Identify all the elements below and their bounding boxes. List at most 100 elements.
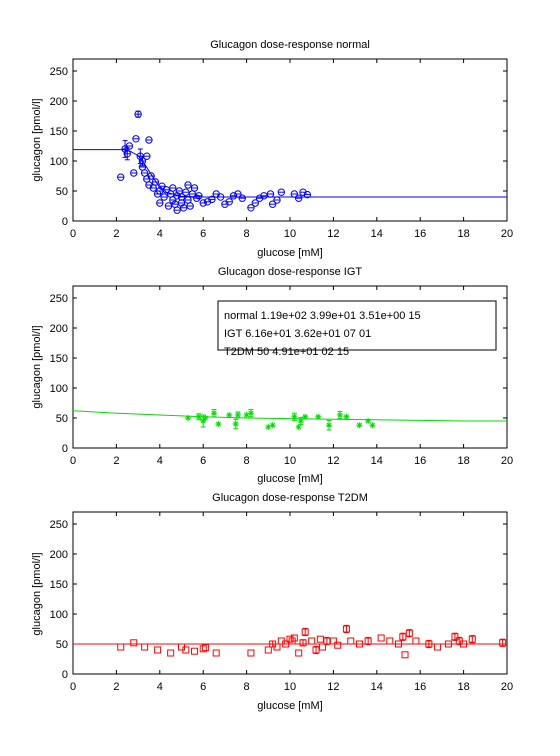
data-point (386, 637, 394, 645)
data-point (132, 135, 140, 143)
data-point (182, 188, 190, 196)
data-point (190, 184, 199, 192)
x-tick-label: 12 (327, 681, 339, 693)
data-point (134, 110, 142, 118)
data-point (260, 192, 268, 200)
data-point (364, 637, 372, 645)
data-point (185, 415, 192, 421)
x-tick-label: 12 (327, 228, 339, 240)
x-tick-label: 6 (200, 681, 206, 693)
data-point (199, 199, 207, 207)
x-tick-label: 16 (414, 228, 426, 240)
axes-frame (72, 511, 508, 675)
data-point (329, 637, 337, 645)
data-point (173, 206, 181, 214)
x-tick-label: 20 (501, 228, 513, 240)
data-point (247, 410, 254, 417)
data-point (169, 196, 177, 204)
data-point (312, 646, 320, 654)
data-point (355, 640, 363, 648)
x-tick-label: 0 (70, 681, 76, 693)
x-tick-label: 16 (414, 681, 426, 693)
x-axis-label: glucose [mM] (257, 700, 322, 712)
data-point (191, 647, 199, 655)
x-tick-label: 8 (244, 681, 250, 693)
y-tick-label: 250 (50, 66, 68, 78)
data-point (184, 181, 192, 189)
data-point (208, 195, 216, 204)
x-tick-label: 20 (501, 455, 513, 467)
data-point (179, 204, 188, 212)
data-point (303, 190, 312, 199)
data-point (277, 188, 286, 196)
x-tick-label: 18 (457, 455, 469, 467)
data-point (395, 640, 402, 648)
x-tick-label: 8 (244, 455, 250, 467)
x-tick-label: 10 (284, 681, 296, 693)
data-point (130, 639, 138, 647)
data-point (247, 649, 255, 657)
x-tick-label: 14 (371, 681, 383, 693)
data-point (294, 194, 303, 202)
data-point (154, 646, 162, 654)
data-point (200, 418, 207, 424)
data-point (215, 421, 222, 427)
x-tick-label: 16 (414, 455, 426, 467)
x-tick-label: 2 (113, 681, 119, 693)
legend-line-normal: normal 1.19e+02 3.99e+01 3.51e+00 15 (224, 310, 421, 322)
data-point (117, 643, 125, 651)
data-point (499, 639, 507, 647)
x-tick-label: 4 (157, 228, 163, 240)
data-point (255, 194, 264, 202)
fit-line (72, 410, 507, 422)
data-point (123, 150, 131, 158)
data-point (117, 173, 125, 181)
y-axis-label: glucagon [pmol/l] (31, 98, 43, 181)
data-point (319, 643, 327, 651)
data-point (167, 649, 175, 657)
data-point (268, 200, 277, 208)
data-point (336, 412, 343, 418)
data-point (282, 640, 290, 648)
data-point (151, 178, 160, 186)
data-point (377, 634, 385, 642)
data-point (308, 637, 316, 645)
legend-box: normal 1.19e+02 3.99e+01 3.51e+00 15 IGT… (217, 300, 497, 358)
data-point (451, 633, 459, 641)
data-point (266, 190, 275, 198)
data-point (301, 628, 309, 636)
data-point (405, 629, 413, 637)
data-point (460, 640, 468, 648)
x-tick-label: 2 (113, 455, 119, 467)
x-axis-label: glucose [mM] (257, 473, 322, 485)
data-point (290, 190, 299, 198)
data-point (238, 194, 246, 202)
y-tick-label: 200 (50, 549, 68, 561)
panel-igt: Glucagon dose-response IGT glucose [mM] … (31, 266, 513, 485)
y-tick-label: 100 (50, 383, 68, 395)
data-point (342, 625, 350, 633)
y-tick-label: 150 (50, 126, 68, 138)
y-tick-label: 150 (50, 579, 68, 591)
data-point (299, 188, 307, 196)
y-tick-label: 100 (50, 609, 68, 621)
data-point (145, 136, 153, 144)
x-tick-label: 8 (244, 228, 250, 240)
data-point (234, 412, 241, 418)
panel-normal: Glucagon dose-response normal glucose [m… (31, 39, 513, 259)
y-axis-label: glucagon [pmol/l] (31, 552, 43, 635)
x-tick-label: 0 (70, 228, 76, 240)
data-point (216, 193, 225, 201)
data-point (243, 412, 250, 418)
data-point (412, 637, 420, 645)
panel-t2dm: Glucagon dose-response T2DM glucose [mM]… (31, 492, 513, 712)
data-point (195, 413, 202, 420)
x-tick-label: 20 (501, 681, 513, 693)
legend-frame (217, 300, 497, 351)
data-point (202, 415, 209, 421)
data-point (182, 646, 190, 654)
data-point (369, 422, 376, 429)
x-tick-label: 2 (113, 228, 119, 240)
y-tick-label: 250 (50, 519, 68, 531)
data-point (302, 413, 309, 420)
